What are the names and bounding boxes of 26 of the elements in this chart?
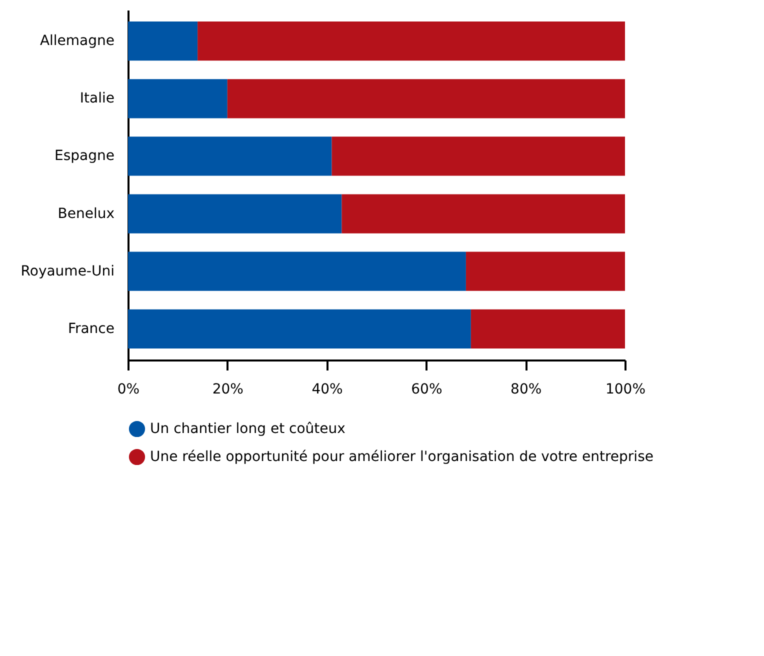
bar xyxy=(128,252,466,291)
x-tick-label: 60% xyxy=(411,382,442,398)
x-tick-label: 20% xyxy=(212,382,244,398)
x-tick-label: 100% xyxy=(605,382,646,398)
bar xyxy=(227,79,625,118)
bar xyxy=(128,194,342,234)
legend-label: Un chantier long et coûteux xyxy=(150,421,346,437)
bar xyxy=(128,136,332,176)
bar xyxy=(470,309,625,348)
legend-label: Une réelle opportunité pour améliorer l'organisation de votre entreprise xyxy=(150,449,654,465)
x-tick-label: 80% xyxy=(510,382,542,398)
bar xyxy=(128,309,471,348)
x-tick-label: 0% xyxy=(117,382,140,398)
bar xyxy=(332,136,625,176)
x-tick-label: 40% xyxy=(312,382,343,398)
y-tick-label: Espagne xyxy=(54,148,114,164)
y-tick-label: France xyxy=(68,320,114,337)
bar xyxy=(342,194,625,234)
y-tick-label: Allemagne xyxy=(40,33,114,50)
y-tick-label: Italie xyxy=(80,90,114,107)
bar xyxy=(466,252,625,291)
bar xyxy=(128,22,198,61)
bar xyxy=(128,79,228,118)
bar xyxy=(198,22,625,61)
y-tick-label: Royaume-Uni xyxy=(20,263,114,280)
y-tick-label: Benelux xyxy=(58,206,114,222)
